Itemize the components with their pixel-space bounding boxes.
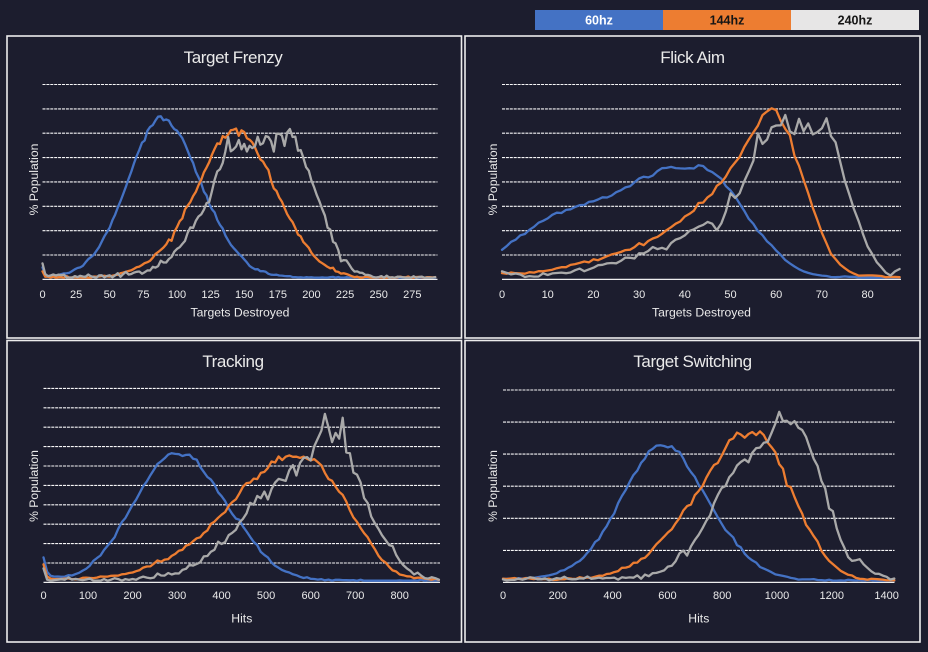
svg-text:40: 40 [679,289,691,301]
svg-text:25: 25 [70,289,82,301]
svg-text:50: 50 [104,289,116,301]
svg-text:275: 275 [403,289,421,301]
svg-text:80: 80 [861,289,873,301]
svg-text:0: 0 [500,590,506,602]
svg-text:60: 60 [770,289,782,301]
svg-text:250: 250 [370,289,388,301]
svg-text:Hits: Hits [688,612,709,626]
svg-text:125: 125 [201,289,219,301]
svg-text:Flick Aim: Flick Aim [660,48,725,67]
svg-text:200: 200 [302,289,320,301]
svg-text:175: 175 [269,289,287,301]
svg-text:100: 100 [79,590,97,602]
svg-text:50: 50 [724,289,736,301]
svg-text:% Population: % Population [486,144,500,216]
svg-text:% Population: % Population [27,144,41,216]
svg-text:200: 200 [123,590,141,602]
svg-text:20: 20 [587,289,599,301]
svg-text:400: 400 [212,590,230,602]
svg-text:30: 30 [633,289,645,301]
svg-text:0: 0 [40,590,46,602]
svg-text:60hz: 60hz [585,14,613,28]
svg-text:% Population: % Population [27,450,41,522]
svg-text:Hits: Hits [231,612,252,626]
svg-text:600: 600 [302,590,320,602]
svg-text:70: 70 [816,289,828,301]
svg-text:600: 600 [658,590,676,602]
svg-text:Targets Destroyed: Targets Destroyed [652,306,751,320]
svg-text:500: 500 [257,590,275,602]
svg-text:300: 300 [168,590,186,602]
svg-text:Tracking: Tracking [202,352,263,371]
svg-text:225: 225 [336,289,354,301]
svg-text:Targets Destroyed: Targets Destroyed [191,306,290,320]
svg-text:75: 75 [137,289,149,301]
svg-text:Target Switching: Target Switching [633,352,751,371]
svg-text:700: 700 [346,590,364,602]
svg-text:400: 400 [603,590,621,602]
svg-text:100: 100 [168,289,186,301]
svg-text:1200: 1200 [820,590,844,602]
svg-text:150: 150 [235,289,253,301]
svg-text:1400: 1400 [874,590,898,602]
svg-text:800: 800 [713,590,731,602]
svg-text:10: 10 [542,289,554,301]
svg-text:240hz: 240hz [838,14,873,28]
svg-text:0: 0 [499,289,505,301]
svg-text:1000: 1000 [765,590,789,602]
svg-text:% Population: % Population [486,450,500,522]
svg-text:0: 0 [39,289,45,301]
svg-text:800: 800 [391,590,409,602]
svg-text:Target Frenzy: Target Frenzy [184,48,284,67]
svg-text:200: 200 [549,590,567,602]
svg-text:144hz: 144hz [710,14,745,28]
